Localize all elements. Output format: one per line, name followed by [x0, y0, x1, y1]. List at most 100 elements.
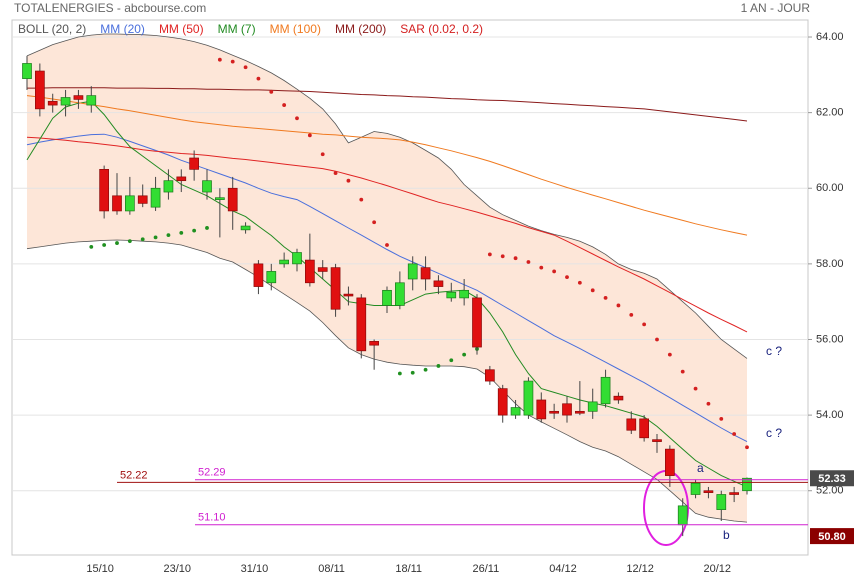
legend-entry: MM (20) [100, 22, 145, 36]
x-tick-label: 08/11 [318, 563, 345, 575]
candle-body [703, 490, 714, 493]
y-tick-label: 58.00 [816, 258, 844, 270]
candle-body [395, 282, 405, 306]
candle-body [382, 289, 392, 306]
sar-dot [217, 57, 222, 62]
candle-body [562, 403, 572, 416]
candle-body [549, 410, 559, 414]
legend-entry: MM (7) [218, 22, 256, 36]
candle-body [716, 494, 727, 510]
sar-dot [127, 239, 132, 244]
sar-dot [153, 235, 158, 240]
sar-dot [397, 371, 402, 376]
sar-dot [385, 243, 389, 247]
sar-dot [500, 254, 505, 259]
sar-dot [693, 386, 698, 391]
annotation: a [697, 461, 704, 475]
candle-body [665, 448, 675, 476]
chart-title: TOTALENERGIES - abcbourse.com [14, 1, 206, 15]
candle-body [305, 259, 315, 284]
legend-entry: MM (100) [270, 22, 321, 36]
candle-body [35, 70, 45, 110]
candle-body [73, 95, 84, 100]
x-tick-label: 23/10 [164, 563, 192, 575]
sar-dot [307, 133, 312, 138]
candle-body [317, 267, 328, 272]
y-tick-label: 54.00 [816, 409, 844, 421]
band-lower [26, 239, 748, 523]
candle-body [240, 225, 251, 231]
candle-body [677, 505, 688, 526]
candle-body [575, 410, 585, 414]
price-label: 52.33 [818, 473, 846, 485]
sar-dot [410, 370, 415, 375]
sar-dot [642, 322, 647, 327]
candle-body [485, 369, 495, 382]
candle-body [626, 418, 637, 431]
x-tick-label: 12/12 [626, 563, 654, 575]
candle-body [497, 388, 508, 416]
ma-line [26, 136, 748, 333]
x-tick-label: 31/10 [241, 563, 269, 575]
sar-dot [192, 228, 197, 233]
candle-body [176, 176, 187, 182]
sar-dot [179, 230, 184, 235]
sar-dot [526, 260, 531, 264]
candle-body [742, 477, 752, 492]
sar-dot [603, 295, 608, 300]
sar-dot [372, 220, 377, 225]
candle-body [86, 95, 97, 106]
ma-line [26, 95, 748, 236]
sar-dot [732, 432, 737, 436]
x-tick-label: 18/11 [395, 563, 422, 575]
sar-dot [487, 252, 492, 257]
candle-body [279, 259, 289, 265]
sar-dot [320, 152, 325, 157]
y-tick-label: 62.00 [816, 107, 844, 119]
candle-body [472, 297, 482, 348]
candle-body [407, 263, 418, 280]
candle-body [189, 157, 199, 170]
annotation: c ? [766, 344, 782, 358]
sar-dot [333, 171, 338, 176]
annotation: b [723, 528, 730, 542]
candle-body [47, 100, 58, 106]
sar-dot [719, 416, 724, 421]
sar-dot [462, 352, 467, 357]
candle-body [356, 297, 367, 352]
sar-dot [295, 116, 299, 121]
sar-dot [230, 59, 235, 64]
sar-dot [423, 367, 428, 372]
candle-body [446, 291, 457, 299]
ma-line [26, 133, 748, 443]
candle-body [369, 341, 379, 346]
price-label-box [810, 528, 854, 545]
y-tick-label: 60.00 [816, 182, 844, 194]
candle-body [536, 399, 547, 420]
sar-dot [667, 352, 672, 357]
legend-entry: MM (50) [159, 22, 204, 36]
candle-body [125, 195, 135, 212]
x-tick-label: 15/10 [86, 563, 114, 575]
sar-dot [269, 89, 274, 94]
period-label: 1 AN - JOUR [741, 1, 811, 15]
candle-body [99, 168, 109, 212]
x-tick-label: 20/12 [704, 563, 732, 575]
candle-body [137, 195, 148, 204]
sar-dot [616, 303, 621, 308]
candle-body [343, 293, 354, 297]
sar-dot [552, 269, 557, 274]
candle-body [163, 180, 174, 193]
candle-body [613, 395, 624, 401]
candle-body [266, 271, 277, 284]
sar-dot [436, 364, 441, 368]
candle-body [292, 252, 302, 265]
ma-line [27, 87, 748, 122]
sar-dot [205, 226, 209, 230]
sar-dot [115, 241, 119, 245]
candle-body [22, 63, 32, 79]
sar-dot [655, 337, 659, 342]
candle-body [600, 376, 611, 405]
sar-dot [539, 265, 544, 270]
sar-dot [140, 237, 145, 242]
